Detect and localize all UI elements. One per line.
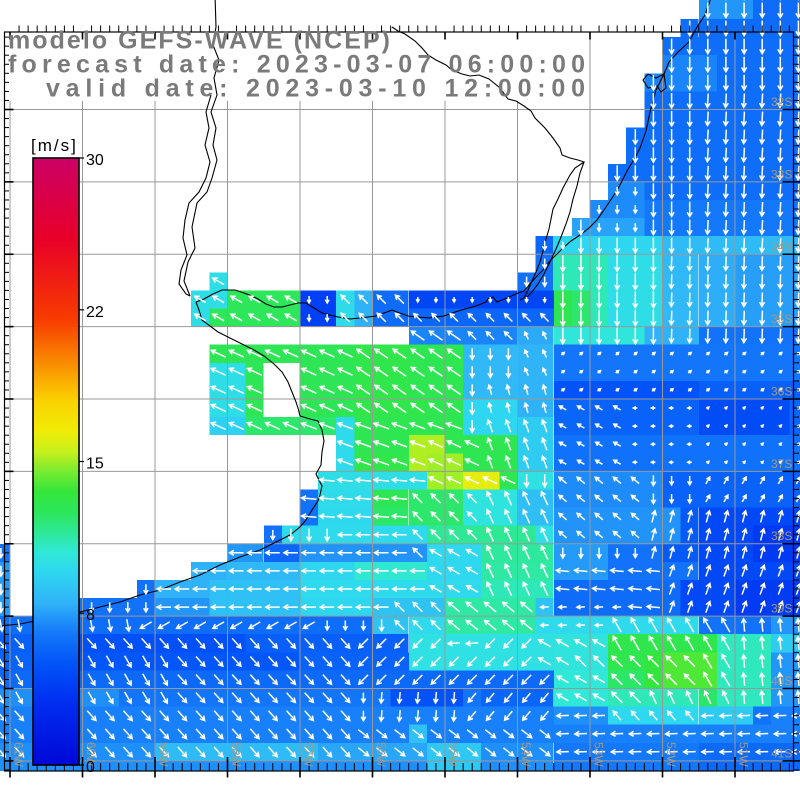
svg-text:36S: 36S (771, 385, 792, 399)
svg-text:35S: 35S (771, 312, 792, 326)
svg-text:30: 30 (86, 152, 104, 169)
svg-text:53W: 53W (592, 742, 606, 767)
svg-text:56W: 56W (374, 742, 388, 767)
svg-text:0: 0 (86, 759, 95, 776)
svg-text:8: 8 (86, 607, 95, 624)
svg-text:39S: 39S (771, 602, 792, 616)
svg-text:37S: 37S (771, 457, 792, 471)
svg-text:51W: 51W (737, 742, 751, 767)
svg-text:59W: 59W (157, 742, 171, 767)
svg-text:58W: 58W (229, 742, 243, 767)
svg-text:57W: 57W (302, 742, 316, 767)
svg-text:41S: 41S (771, 746, 792, 760)
svg-text:32S: 32S (771, 95, 792, 109)
svg-text:61W: 61W (12, 742, 26, 767)
svg-text:54W: 54W (519, 742, 533, 767)
svg-text:38S: 38S (771, 529, 792, 543)
svg-text:22: 22 (86, 304, 104, 321)
svg-text:52W: 52W (664, 742, 678, 767)
svg-text:34S: 34S (771, 240, 792, 254)
svg-text:15: 15 (86, 456, 104, 473)
svg-text:[m/s]: [m/s] (31, 136, 78, 155)
svg-text:33S: 33S (771, 167, 792, 181)
svg-text:55W: 55W (447, 742, 461, 767)
svg-text:40S: 40S (771, 674, 792, 688)
